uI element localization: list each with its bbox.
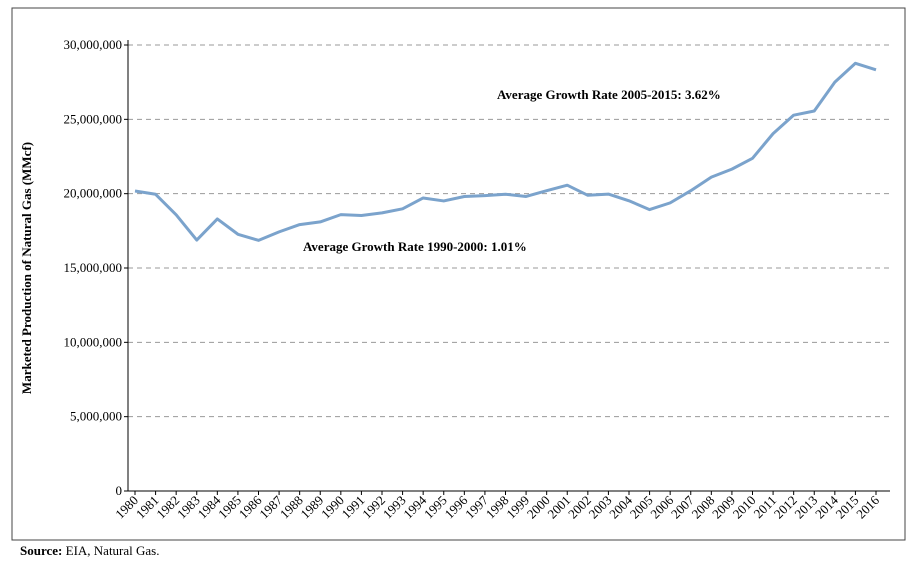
- y-tick-label: 30,000,000: [64, 37, 123, 52]
- y-tick-label: 15,000,000: [64, 260, 123, 275]
- y-tick-label: 5,000,000: [70, 409, 122, 424]
- frame: [11, 7, 906, 541]
- y-axis-label: Marketed Production of Natural Gas (MMcf…: [19, 142, 34, 394]
- line: [134, 61, 877, 242]
- annotation: Average Growth Rate 2005-2015: 3.62%: [497, 87, 721, 102]
- y-tick-label: 10,000,000: [64, 334, 123, 349]
- y-tick-label: 0: [116, 483, 123, 498]
- x-tick-label: 2016: [853, 492, 882, 521]
- source-label: Source:: [20, 543, 62, 558]
- annotation: Average Growth Rate 1990-2000: 1.01%: [303, 239, 527, 254]
- y-tick-label: 20,000,000: [64, 186, 123, 201]
- source-text: EIA, Natural Gas.: [62, 543, 159, 558]
- y-tick-label: 25,000,000: [64, 111, 123, 126]
- source: Source: EIA, Natural Gas.: [20, 543, 159, 558]
